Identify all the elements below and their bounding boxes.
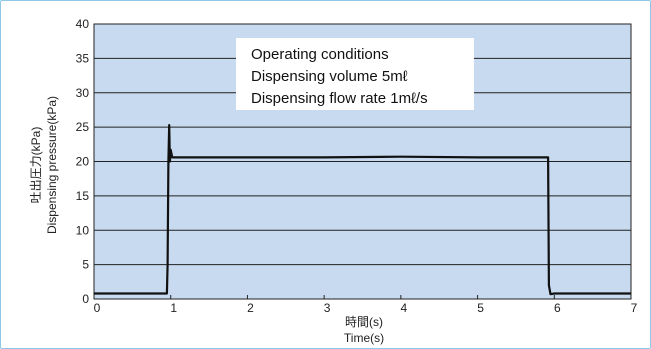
y-tick-label-35: 35: [76, 51, 90, 65]
y-tick-label-0: 0: [82, 292, 89, 306]
pressure-series-line: [94, 124, 631, 296]
y-tick-label-40: 40: [76, 17, 90, 31]
x-tick-label-2: 2: [247, 301, 254, 315]
annotation-box: Operating conditions Dispensing volume 5…: [236, 38, 474, 110]
y-tick-label-10: 10: [76, 223, 90, 237]
annotation-line-1: Operating conditions: [251, 46, 389, 63]
x-axis-title-jp: 時間(s): [345, 315, 383, 329]
x-tick-label-4: 4: [401, 301, 408, 315]
x-tick-label-6: 6: [554, 301, 561, 315]
x-tick-label-7: 7: [631, 301, 638, 315]
grid-lines: [93, 57, 632, 299]
y-tick-label-5: 5: [82, 258, 89, 272]
x-tick-labels: 0 1 2 3 4 5 6 7: [94, 301, 638, 315]
y-tick-labels: 0 5 10 15 20 25 30 35 40: [76, 17, 90, 306]
y-axis-title-jp: 吐出圧力(kPa): [29, 127, 43, 204]
y-tick-label-20: 20: [76, 155, 90, 169]
x-axis-title-en: Time(s): [344, 331, 384, 345]
y-axis-title-en: Dispensing pressure(kPa): [45, 96, 59, 234]
annotation-line-2: Dispensing volume 5mℓ: [251, 68, 408, 85]
y-tick-label-25: 25: [76, 120, 90, 134]
x-tick-label-3: 3: [324, 301, 331, 315]
x-tick-label-0: 0: [94, 301, 101, 315]
x-tick-label-5: 5: [477, 301, 484, 315]
annotation-line-3: Dispensing flow rate 1mℓ/s: [251, 90, 428, 107]
x-tick-label-1: 1: [170, 301, 177, 315]
y-tick-label-15: 15: [76, 189, 90, 203]
y-tick-label-30: 30: [76, 86, 90, 100]
